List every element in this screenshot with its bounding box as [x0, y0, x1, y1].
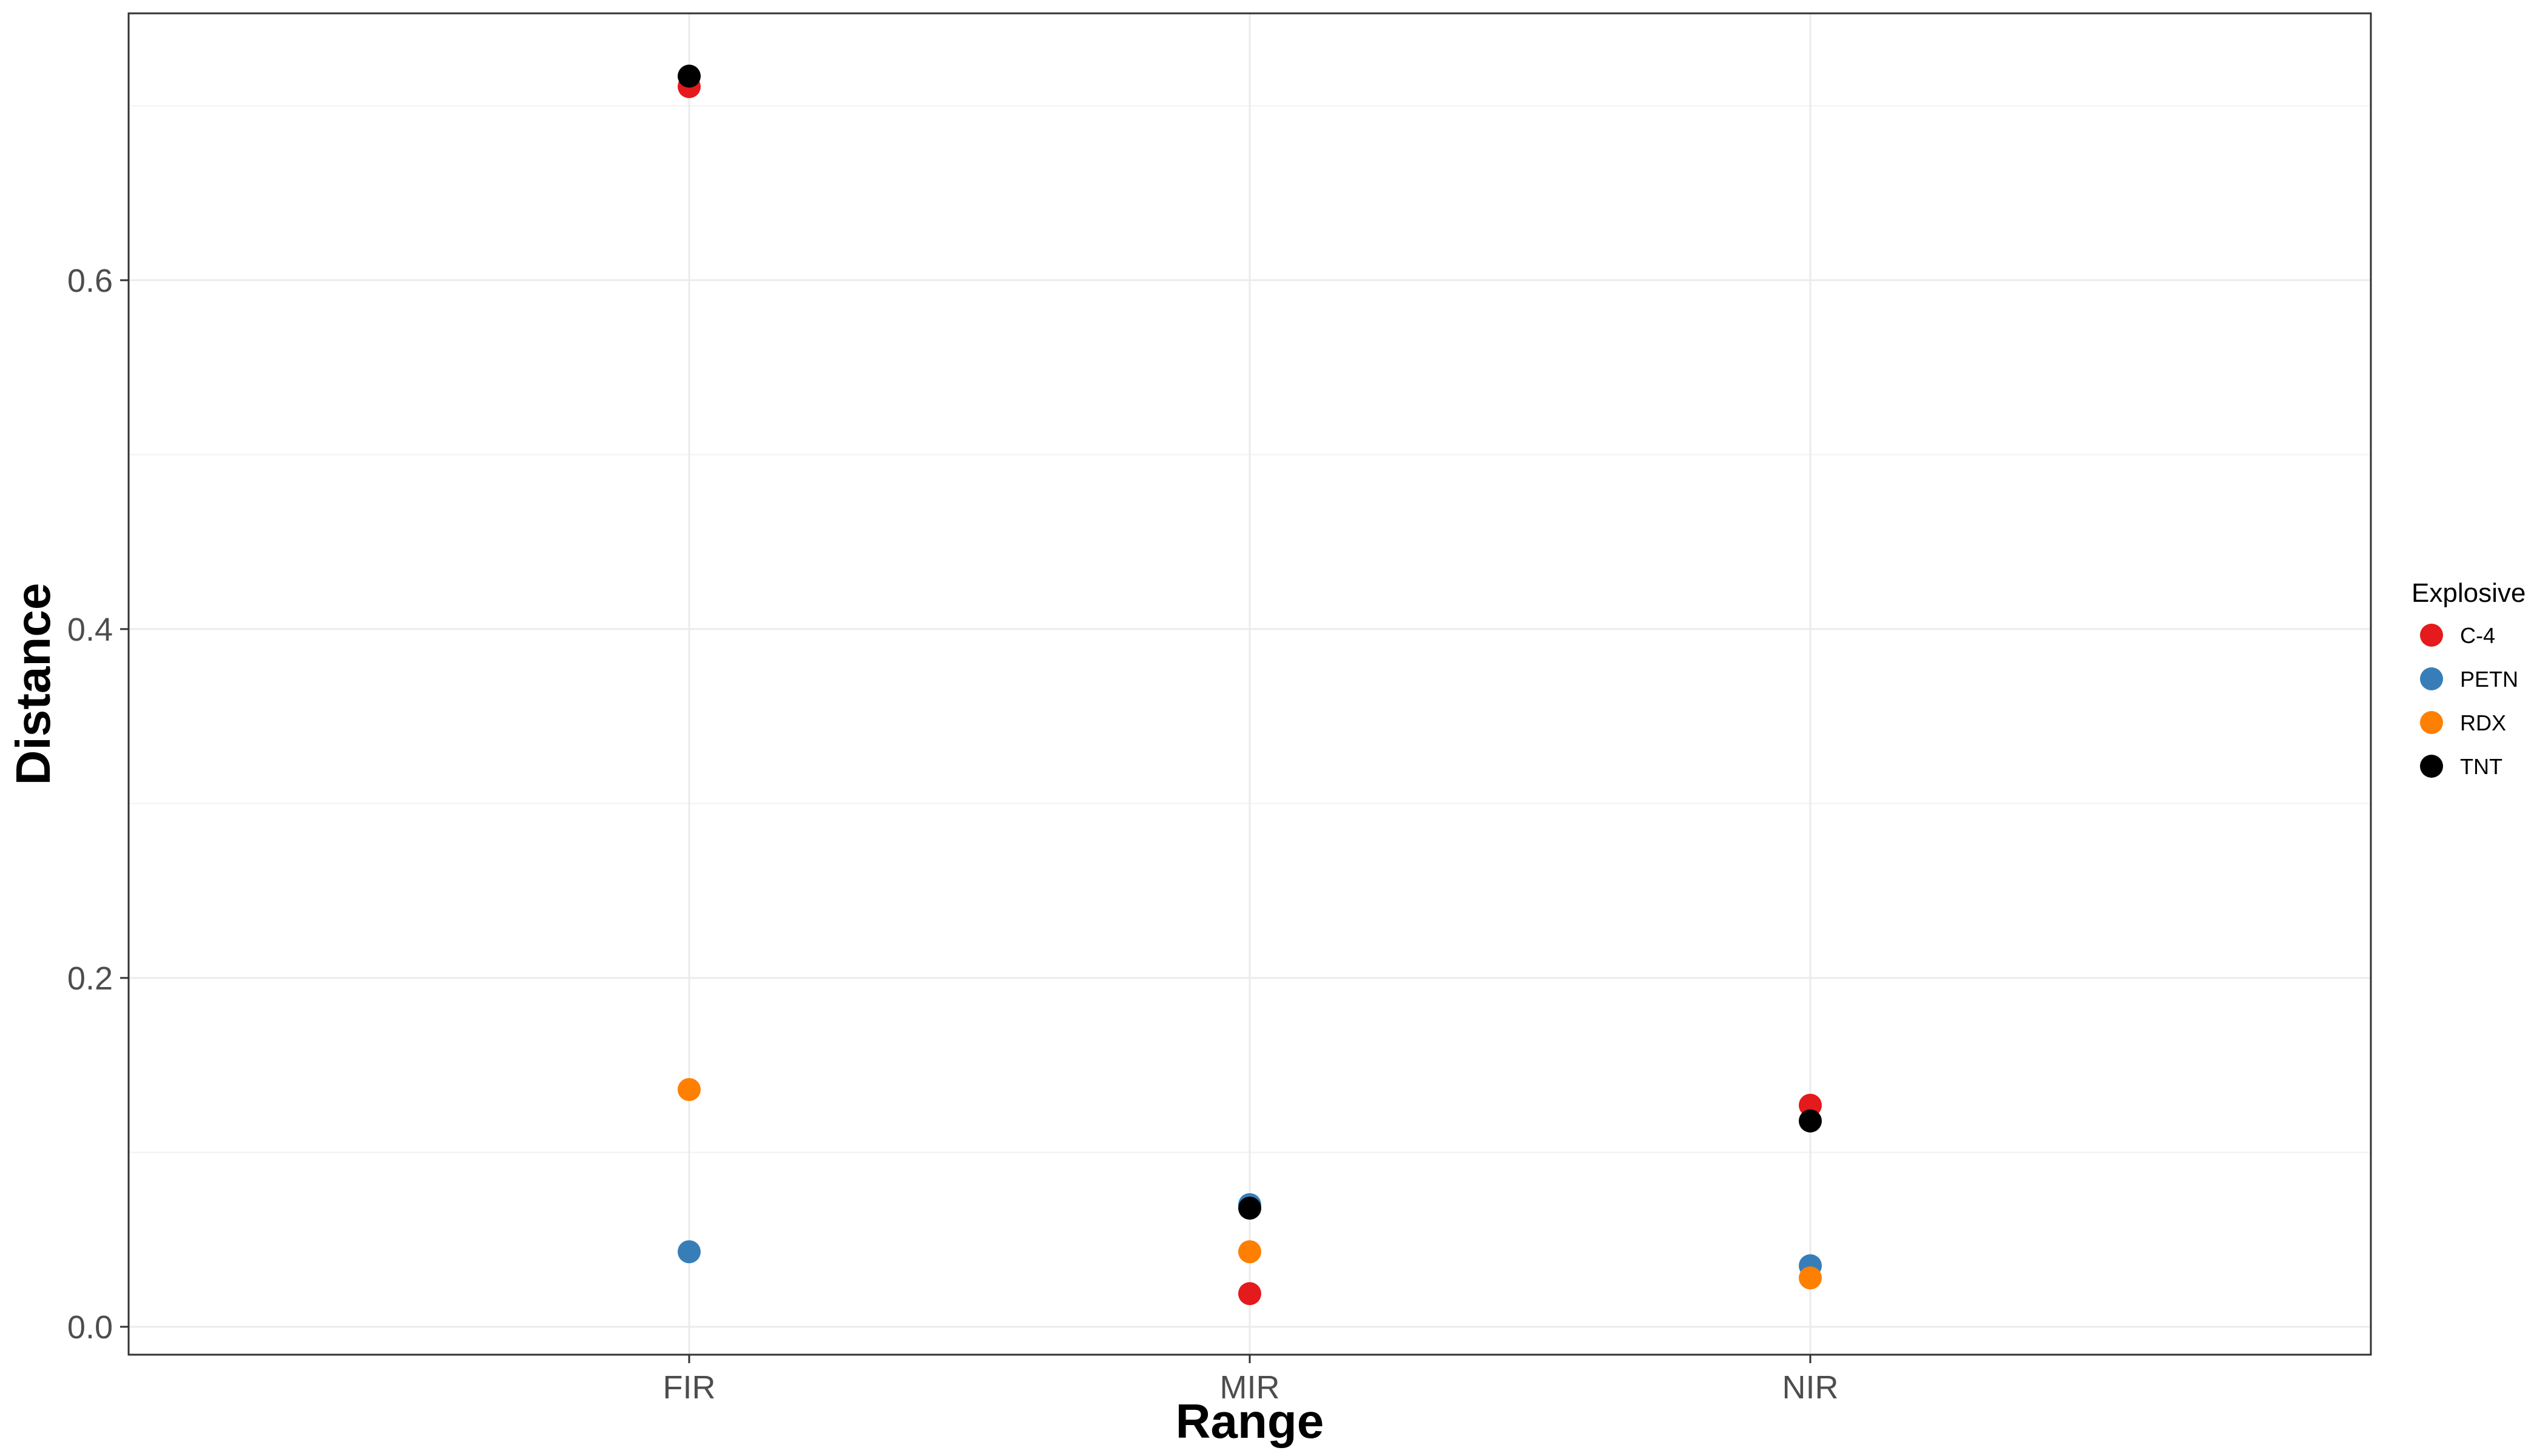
legend-label: TNT	[2460, 754, 2502, 779]
data-point	[678, 1077, 701, 1101]
y-tick-label: 0.6	[67, 263, 113, 299]
data-point	[678, 1240, 701, 1264]
x-tick-label: MIR	[1220, 1369, 1280, 1406]
legend-label: RDX	[2460, 710, 2506, 735]
y-axis-title: Distance	[6, 583, 60, 785]
legend-title: Explosive	[2412, 578, 2526, 608]
data-point	[1238, 1196, 1261, 1220]
x-axis-title: Range	[1176, 1394, 1324, 1448]
data-point	[678, 64, 701, 88]
data-point	[1238, 1282, 1261, 1306]
legend-key	[2420, 711, 2443, 734]
grid	[129, 13, 2371, 1355]
legend-key	[2420, 624, 2443, 647]
y-tick-label: 0.0	[67, 1309, 113, 1346]
data-point	[1799, 1266, 1822, 1290]
axes: 0.0 0.2 0.4 0.6 FIR MIR NIR	[67, 263, 1839, 1406]
y-tick-label: 0.4	[67, 612, 113, 648]
y-tick-label: 0.2	[67, 960, 113, 997]
x-tick-label: NIR	[1782, 1369, 1839, 1406]
legend-key	[2420, 755, 2443, 778]
legend-label: C-4	[2460, 623, 2495, 648]
legend: Explosive C-4 PETN RDX TNT	[2412, 578, 2526, 779]
data-point	[1799, 1109, 1822, 1133]
legend-key	[2420, 667, 2443, 690]
legend-label: PETN	[2460, 667, 2518, 692]
data-point	[1238, 1240, 1261, 1264]
data-points	[678, 64, 1822, 1306]
x-tick-label: FIR	[663, 1369, 716, 1406]
